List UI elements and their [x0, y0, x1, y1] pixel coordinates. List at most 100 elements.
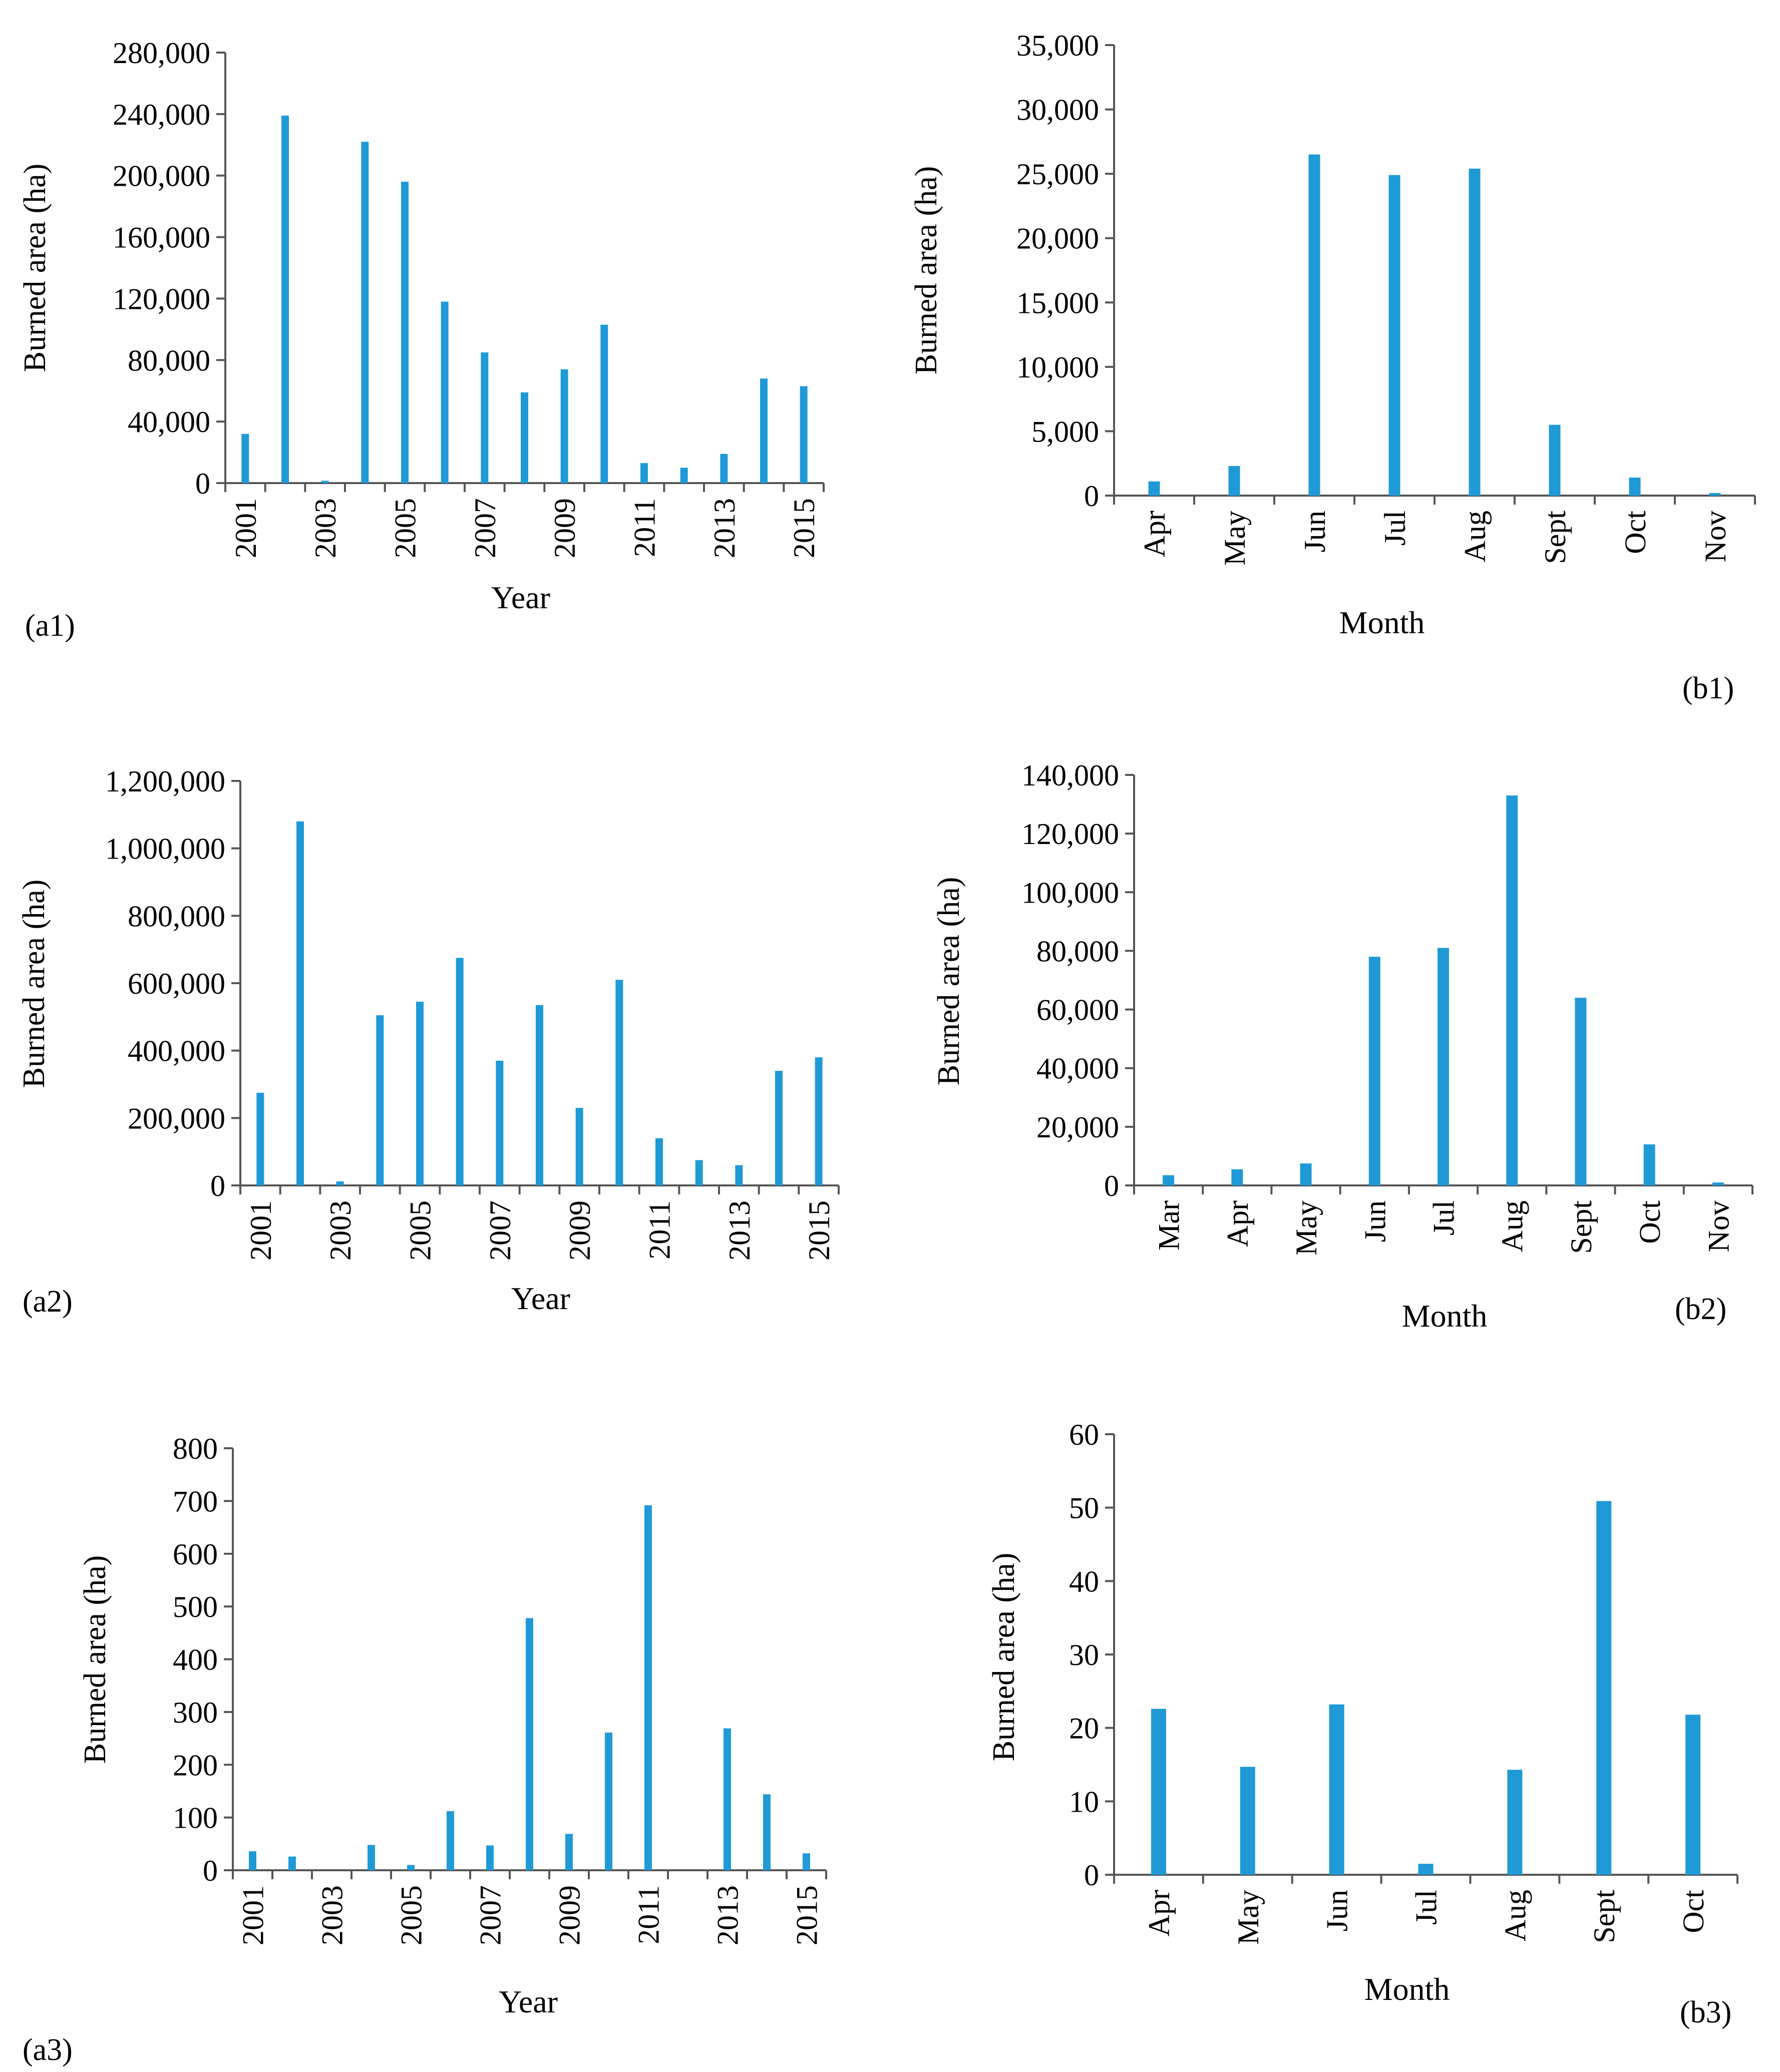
x-tick-label: 2007 — [474, 1885, 507, 1945]
bar-nov — [1712, 1182, 1724, 1185]
y-axis-title: Burned area (ha) — [17, 880, 51, 1088]
bar-oct — [1629, 478, 1641, 496]
x-tick-label: Jul — [1378, 511, 1411, 546]
x-axis-title: Month — [1339, 605, 1425, 640]
bar-2012 — [680, 468, 688, 483]
bar-2004 — [368, 1845, 375, 1870]
x-tick-label: May — [1290, 1200, 1323, 1256]
bar-apr — [1151, 1709, 1166, 1875]
bar-apr — [1148, 481, 1160, 496]
y-axis-title: Burned area (ha) — [987, 1553, 1021, 1762]
bar-2013 — [724, 1728, 731, 1870]
y-tick-label: 140,000 — [1021, 759, 1119, 792]
x-tick-label: 2015 — [803, 1200, 836, 1261]
y-tick-label: 700 — [173, 1485, 218, 1518]
y-tick-label: 60 — [1069, 1418, 1099, 1451]
bar-2013 — [735, 1165, 743, 1185]
x-tick-label: 2011 — [632, 1885, 665, 1944]
bar-2008 — [526, 1618, 533, 1870]
x-tick-label: 2011 — [643, 1200, 676, 1260]
chart-a3: 0 100 200 300 400 500 600 700 800 2001 2003 2005 200… — [23, 1432, 827, 2067]
y-tick-label: 35,000 — [1016, 29, 1099, 62]
bar-2013 — [720, 454, 728, 483]
bar-jun — [1368, 957, 1380, 1185]
x-tick-label: May — [1232, 1890, 1265, 1945]
panel-label: (a1) — [25, 609, 75, 643]
bar-2006 — [441, 301, 449, 483]
bar-2010 — [615, 980, 623, 1185]
y-tick-label: 500 — [173, 1590, 218, 1623]
bar-2004 — [361, 142, 369, 484]
x-tick-label: Apr — [1143, 1890, 1176, 1936]
y-tick-label: 200 — [173, 1749, 218, 1782]
bar-apr — [1231, 1169, 1243, 1185]
x-tick-label: 2005 — [389, 498, 422, 558]
x-tick-label: 2003 — [316, 1885, 349, 1945]
y-tick-label: 30 — [1069, 1638, 1099, 1672]
y-tick-label: 240,000 — [113, 98, 210, 131]
bar-oct — [1685, 1715, 1701, 1875]
y-tick-label: 200,000 — [128, 1102, 225, 1135]
y-tick-label: 80,000 — [128, 344, 210, 377]
bar-mar — [1163, 1175, 1175, 1185]
x-tick-label: Jun — [1358, 1200, 1391, 1242]
x-tick-label: 2013 — [708, 498, 741, 558]
bar-2007 — [486, 1845, 494, 1870]
x-tick-label: 2007 — [484, 1200, 517, 1261]
x-tick-label: Oct — [1633, 1200, 1666, 1244]
bar-2006 — [447, 1811, 454, 1870]
bar-2001 — [249, 1851, 256, 1870]
x-tick-label: Sept — [1539, 511, 1572, 564]
y-tick-label: 200,000 — [113, 160, 210, 193]
bar-2008 — [521, 392, 528, 483]
bar-2010 — [605, 1732, 612, 1870]
x-tick-label: 2001 — [244, 1200, 277, 1261]
x-tick-label: 2001 — [229, 498, 262, 558]
panel-label: (b1) — [1682, 671, 1734, 705]
y-tick-label: 20,000 — [1016, 222, 1099, 255]
x-tick-label: 2011 — [628, 498, 661, 557]
bar-jun — [1308, 154, 1320, 496]
bar-may — [1240, 1767, 1255, 1875]
x-axis-title: Year — [491, 580, 550, 615]
bar-sept — [1575, 998, 1587, 1185]
bar-sept — [1596, 1501, 1612, 1875]
bar-aug — [1507, 1770, 1523, 1875]
x-tick-label: 2003 — [324, 1200, 357, 1261]
bar-2010 — [600, 324, 608, 483]
y-tick-label: 50 — [1069, 1492, 1099, 1525]
x-tick-label: Sept — [1565, 1200, 1598, 1254]
bar-2015 — [815, 1057, 823, 1185]
y-tick-label: 300 — [173, 1696, 218, 1729]
bar-2005 — [401, 182, 409, 483]
y-tick-label: 0 — [1084, 480, 1099, 513]
x-tick-label: 2009 — [563, 1200, 596, 1261]
x-tick-label: 2009 — [553, 1885, 586, 1945]
panel-label: (b3) — [1680, 1995, 1731, 2029]
bar-2004 — [376, 1015, 384, 1185]
y-tick-label: 0 — [1084, 1859, 1099, 1892]
y-tick-label: 100,000 — [1021, 876, 1119, 909]
x-tick-label: 2013 — [723, 1200, 756, 1261]
x-tick-label: 2005 — [404, 1200, 437, 1261]
y-tick-label: 400 — [173, 1643, 218, 1677]
bar-2007 — [481, 352, 489, 483]
y-tick-label: 120,000 — [1021, 817, 1119, 851]
y-tick-label: 40,000 — [128, 405, 210, 439]
bar-may — [1228, 466, 1240, 496]
bar-2011 — [640, 463, 648, 483]
x-tick-label: 2015 — [791, 1885, 824, 1945]
y-tick-label: 40 — [1069, 1565, 1099, 1598]
x-axis-title: Month — [1364, 1971, 1450, 2007]
x-tick-label: Oct — [1619, 511, 1652, 554]
bar-2011 — [655, 1138, 663, 1185]
x-tick-label: 2009 — [548, 498, 581, 558]
x-tick-label: 2003 — [309, 498, 342, 558]
y-tick-label: 60,000 — [1036, 994, 1119, 1027]
x-tick-label: Aug — [1499, 1890, 1532, 1941]
y-axis-title: Burned area (ha) — [909, 166, 943, 375]
x-tick-label: 2007 — [469, 498, 502, 558]
y-tick-label: 0 — [203, 1854, 218, 1887]
x-tick-label: Apr — [1221, 1200, 1254, 1247]
